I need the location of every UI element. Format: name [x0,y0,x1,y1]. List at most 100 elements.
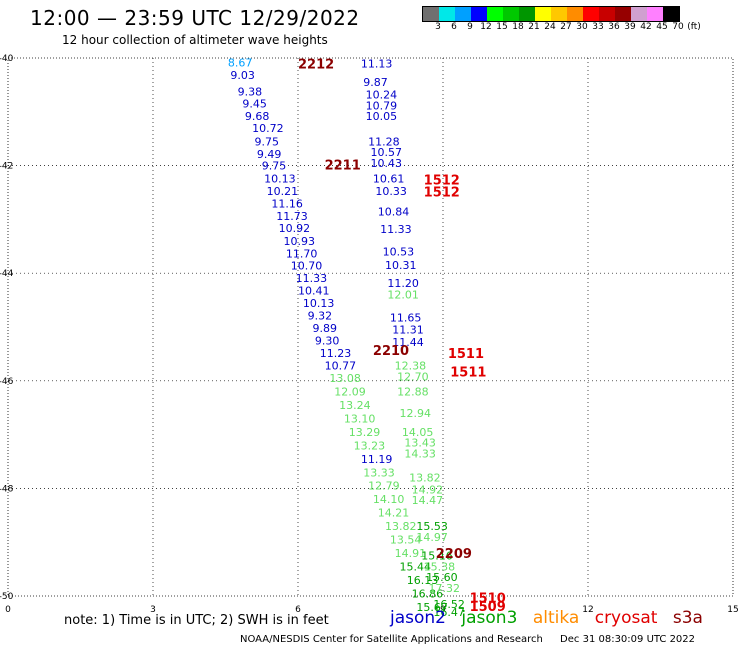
wave-height-label: 13.10 [344,412,376,425]
y-tick-label: -44 [0,269,14,279]
wave-height-label: 15.44 [400,560,432,573]
wave-height-label: 17.32 [429,582,461,595]
wave-height-label: 14.10 [373,493,405,506]
wave-height-label: 14.47 [412,494,444,507]
wave-height-label: 11.73 [276,210,308,223]
wave-height-label: 10.57 [371,146,403,159]
plot-frame [7,57,734,597]
plot-border [7,57,734,597]
wave-height-label: 13.33 [363,466,395,479]
wave-height-label: 12.94 [400,407,432,420]
wave-height-label: 10.24 [366,89,398,102]
chart-title: 12:00 — 23:59 UTC 12/29/2022 [30,6,360,30]
wave-height-label: 9.68 [245,110,269,123]
wave-height-label: 9.45 [242,98,267,111]
pass-time-label: 2210 [373,344,409,359]
footer-timestamp: Dec 31 08:30:09 UTC 2022 [560,634,696,645]
wave-height-label: 9.75 [255,135,280,148]
wave-height-label: 15.16 [421,550,453,563]
color-scale-label: 12 [480,22,492,32]
color-scale-cell [455,7,471,21]
color-scale-cell [599,7,615,21]
satellite-legend: jason2 jason3 altika cryosat s3a [390,608,713,628]
color-scale-label: 33 [592,22,604,32]
color-scale-label: 45 [656,22,668,32]
y-tick-label: -42 [0,162,13,172]
color-scale-cell [647,7,663,21]
wave-height-label: 11.13 [361,57,393,70]
pass-time-label: 1512 [424,174,460,189]
satellite-altika: altika [532,608,580,628]
wave-height-label: 14.21 [378,507,410,520]
wave-height-label: 14.05 [402,426,434,439]
wave-height-label: 9.30 [315,334,340,347]
wave-height-label: 13.82 [385,520,417,533]
wave-height-label: 11.20 [387,277,419,290]
wave-height-label: 10.13 [264,173,296,186]
wave-height-label: 12.09 [334,386,366,399]
footer-credit: NOAA/NESDIS Center for Satellite Applica… [240,634,543,645]
color-scale-cell [503,7,519,21]
color-scale-bar [422,6,680,22]
wave-height-label: 11.28 [368,135,400,148]
color-scale-cell [631,7,647,21]
color-scale-cell [551,7,567,21]
color-scale-cell [439,7,455,21]
wave-height-label: 16.52 [433,598,465,611]
note-text: note: 1) Time is in UTC; 2) SWH is in fe… [64,613,329,628]
pass-time-label: 1511 [448,347,484,362]
x-tick-label: 0 [5,605,11,615]
x-tick-label: 9 [440,605,446,615]
wave-height-label: 13.54 [390,534,422,547]
color-scale-cell [471,7,487,21]
wave-height-label: 16.47 [433,606,465,619]
color-scale-cell [423,7,439,21]
color-scale-label: 39 [624,22,636,32]
wave-height-label: 9.32 [308,310,333,323]
x-tick-label: 12 [582,605,593,615]
wave-height-label: 11.70 [286,247,318,260]
wave-height-label: 13.23 [354,439,386,452]
color-scale-label: 21 [528,22,540,32]
pass-time-label: 2212 [298,57,334,72]
color-scale-cell [615,7,631,21]
wave-height-label: 10.33 [375,185,407,198]
color-scale-label: 9 [467,22,473,32]
color-scale-label: 6 [451,22,457,32]
wave-height-label: 8.67 [228,56,253,69]
wave-height-label: 9.89 [313,322,338,335]
satellite-cryosat: cryosat [594,608,658,628]
wave-height-label: 14.91 [395,547,427,560]
satellite-jason2: jason2 [390,608,446,628]
color-scale-cell [663,7,679,21]
wave-height-label: 10.61 [373,173,405,186]
pass-time-label: 1511 [450,366,486,381]
wave-height-label: 9.75 [262,160,287,173]
color-scale-label: 18 [512,22,524,32]
color-scale-label: 70 [672,22,684,32]
grid-lines [8,58,733,596]
chart-subtitle: 12 hour collection of altimeter wave hei… [62,33,328,47]
wave-height-label: 14.92 [412,483,444,496]
pass-time-label: 1510 [470,592,506,607]
wave-height-label: 15.60 [426,571,458,584]
wave-height-label: 10.31 [385,259,417,272]
wave-height-label: 10.70 [291,260,323,273]
color-scale-label: 3 [435,22,441,32]
wave-height-label: 12.01 [387,289,419,302]
wave-height-label: 10.05 [366,110,398,123]
color-scale-cell [567,7,583,21]
x-tick-label: 6 [295,605,301,615]
color-scale-label: 15 [496,22,508,32]
color-scale-cell [535,7,551,21]
wave-height-label: 12.88 [397,386,429,399]
wave-height-label: 10.53 [383,246,415,259]
pass-time-label: 1512 [424,186,460,201]
color-scale-label: 27 [560,22,572,32]
pass-time-label: 2209 [436,547,472,562]
wave-height-label: 11.19 [361,453,393,466]
color-scale-cell [583,7,599,21]
color-scale-labels: 3 6 9 12 15 18 21 24 27 30 33 36 39 42 45 70 (ft) [422,22,740,34]
wave-height-label: 15.38 [424,560,456,573]
